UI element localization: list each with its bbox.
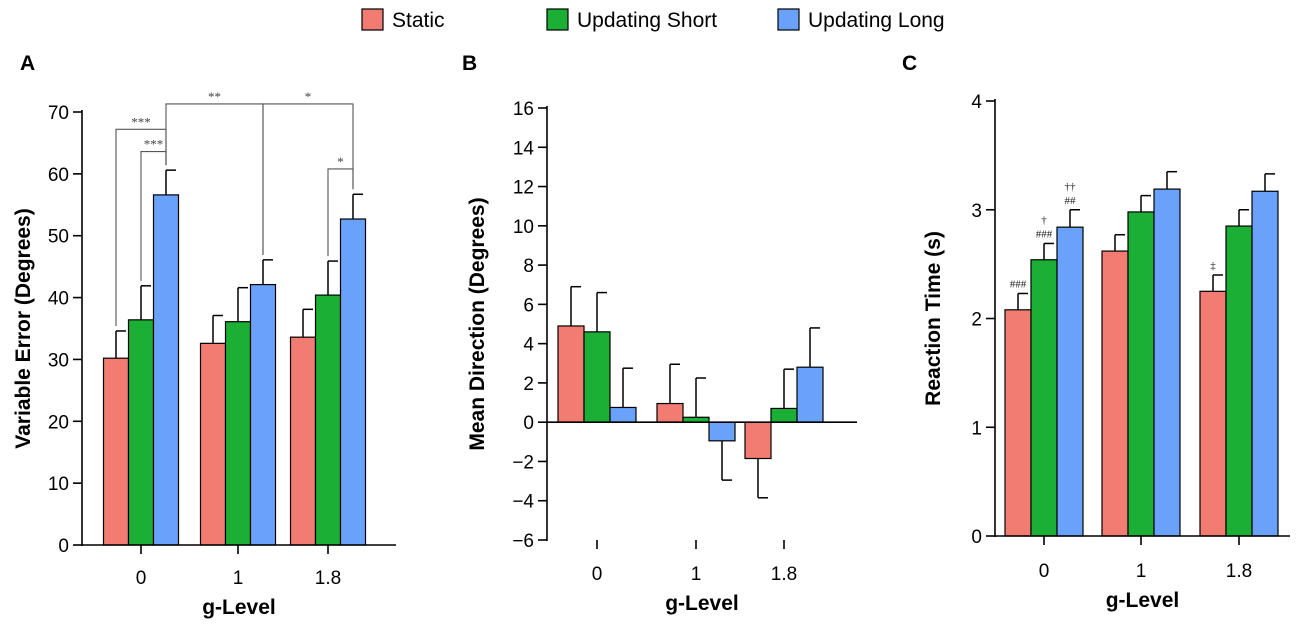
legend: Static Updating Short Updating Long xyxy=(361,8,945,32)
panel-a: A 0 10 20 30 40 50 60 70 0 1 1.8 g-Level Variable Err… xyxy=(12,52,396,619)
x-tick-label: 0 xyxy=(1039,561,1050,582)
x-tick-label: 1.8 xyxy=(771,564,797,585)
y-tick-label: −6 xyxy=(512,531,534,552)
significance-bracket xyxy=(165,103,264,255)
y-axis-title: Variable Error (Degrees) xyxy=(12,208,35,448)
y-tick-label: 0 xyxy=(971,527,982,548)
bar-static-1.8 xyxy=(744,421,772,460)
x-tick-label: 1 xyxy=(1136,561,1147,582)
bar-static-1 xyxy=(199,342,227,546)
legend-label-static: Static xyxy=(392,9,445,32)
significance-bracket xyxy=(327,168,354,257)
bar-updating-short-1 xyxy=(224,321,252,546)
bar-updating-short-0 xyxy=(1030,259,1058,537)
significance-mark: † xyxy=(1041,214,1047,226)
y-tick-label: 70 xyxy=(48,103,69,124)
panel-label: A xyxy=(20,52,35,75)
y-tick-label: 4 xyxy=(523,335,534,356)
significance-mark: ### xyxy=(1010,278,1027,290)
y-tick-label: 2 xyxy=(523,374,534,395)
y-tick-label: 12 xyxy=(513,178,534,199)
y-tick-label: 8 xyxy=(523,256,534,277)
legend-swatch-static xyxy=(361,8,384,31)
y-tick-label: 20 xyxy=(48,412,69,433)
y-tick-label: 10 xyxy=(513,217,534,238)
y-tick-label: −2 xyxy=(512,452,534,473)
bar-updating-long-0 xyxy=(152,194,180,546)
bar-static-0 xyxy=(102,357,130,546)
significance-label: *** xyxy=(144,137,164,152)
y-tick-label: 2 xyxy=(971,310,982,331)
legend-swatch-updating-long xyxy=(777,8,800,31)
legend-swatch-updating-short xyxy=(546,8,569,31)
significance-label: ** xyxy=(208,89,221,104)
bar-updating-long-0 xyxy=(609,406,637,423)
y-tick-label: 60 xyxy=(48,165,69,186)
significance-mark: ### xyxy=(1036,228,1053,240)
x-axis-title: g-Level xyxy=(1106,589,1180,612)
y-tick-label: 0 xyxy=(523,413,534,434)
y-tick-label: 0 xyxy=(58,536,69,557)
x-tick-label: 0 xyxy=(136,568,147,589)
significance-mark: †† xyxy=(1065,181,1077,193)
y-tick-label: 50 xyxy=(48,227,69,248)
significance-mark: ## xyxy=(1065,195,1077,207)
bar-updating-short-1.8 xyxy=(314,294,342,546)
bar-updating-long-1.8 xyxy=(339,218,367,546)
panel-c: C 0 1 2 3 4 0 1 1.8 g-Level Reaction Time (s) ### † #… xyxy=(902,52,1290,612)
legend-label-updating-short: Updating Short xyxy=(577,9,717,32)
legend-label-updating-long: Updating Long xyxy=(808,9,945,32)
bar-updating-short-1.8 xyxy=(1225,225,1253,537)
bar-static-1.8 xyxy=(289,336,317,546)
y-tick-label: 1 xyxy=(971,418,982,439)
bar-updating-long-1 xyxy=(708,421,736,442)
y-axis-title: Mean Direction (Degrees) xyxy=(466,197,489,450)
y-tick-label: 6 xyxy=(523,295,534,316)
panel-label: C xyxy=(902,52,917,75)
x-tick-label: 1 xyxy=(691,564,702,585)
y-tick-label: 40 xyxy=(48,289,69,310)
bar-static-1.8 xyxy=(1199,290,1227,537)
panel-b: B −6 −4 −2 0 2 4 6 8 10 12 14 16 0 1 1.8 g-Level Mean Dir… xyxy=(462,52,857,615)
y-tick-label: −4 xyxy=(512,492,534,513)
bar-updating-long-1.8 xyxy=(796,366,824,423)
x-tick-label: 0 xyxy=(592,564,603,585)
bar-static-1 xyxy=(1101,250,1129,537)
significance-bracket xyxy=(262,103,354,255)
bar-updating-long-0 xyxy=(1056,226,1084,537)
panel-label: B xyxy=(462,52,477,75)
significance-label: * xyxy=(305,89,312,104)
y-axis-title: Reaction Time (s) xyxy=(922,231,945,406)
bar-updating-short-1.8 xyxy=(770,407,798,423)
y-tick-label: 3 xyxy=(971,201,982,222)
bar-updating-long-1.8 xyxy=(1251,190,1279,537)
bar-updating-short-1 xyxy=(1127,211,1155,537)
x-tick-label: 1.8 xyxy=(315,568,341,589)
significance-mark: ‡ xyxy=(1210,260,1216,272)
bar-static-0 xyxy=(557,325,585,423)
significance-label: *** xyxy=(131,114,151,129)
bar-updating-long-1 xyxy=(249,283,277,546)
y-tick-label: 10 xyxy=(48,474,69,495)
y-tick-label: 30 xyxy=(48,350,69,371)
bar-updating-short-0 xyxy=(583,331,611,423)
y-tick-label: 14 xyxy=(513,138,535,159)
bar-static-1 xyxy=(656,402,684,423)
x-tick-label: 1 xyxy=(233,568,244,589)
bar-updating-short-0 xyxy=(127,319,155,546)
x-axis-title: g-Level xyxy=(665,592,739,615)
x-tick-label: 1.8 xyxy=(1226,561,1252,582)
bar-updating-long-1 xyxy=(1153,188,1181,537)
y-tick-label: 16 xyxy=(513,99,534,120)
bar-static-0 xyxy=(1004,309,1032,537)
significance-label: * xyxy=(337,154,344,169)
y-tick-label: 4 xyxy=(971,92,982,113)
x-axis-title: g-Level xyxy=(202,596,276,619)
